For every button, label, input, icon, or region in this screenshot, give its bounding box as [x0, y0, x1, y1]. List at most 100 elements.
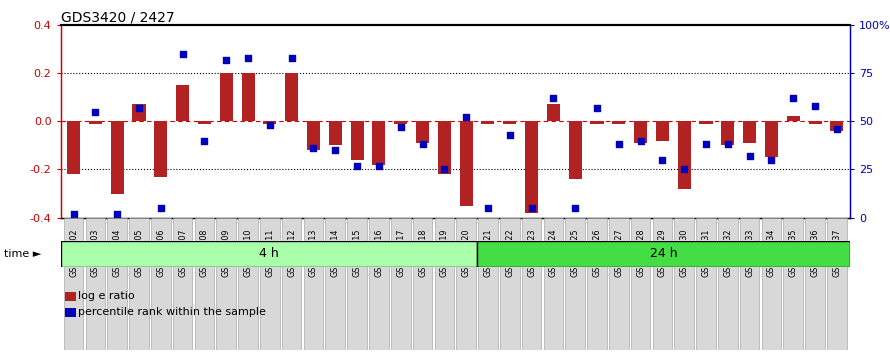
Point — [765, 157, 779, 162]
Point — [808, 103, 822, 109]
Text: percentile rank within the sample: percentile rank within the sample — [78, 307, 266, 317]
FancyBboxPatch shape — [609, 218, 628, 350]
Bar — [569, 121, 582, 179]
Point — [524, 205, 538, 211]
FancyBboxPatch shape — [457, 218, 476, 350]
Bar — [61, 241, 477, 267]
Point — [677, 167, 692, 172]
Text: log e ratio: log e ratio — [78, 291, 135, 301]
Bar — [700, 121, 713, 124]
Point — [546, 95, 561, 101]
Bar — [154, 121, 167, 177]
Point — [132, 105, 146, 110]
Bar — [263, 121, 277, 124]
Bar — [110, 121, 124, 194]
Point — [699, 142, 713, 147]
Point — [219, 57, 233, 62]
Text: GSM182430: GSM182430 — [680, 228, 689, 277]
Bar — [416, 121, 429, 143]
Point — [655, 157, 669, 162]
Bar — [89, 121, 102, 124]
Bar — [546, 104, 560, 121]
Text: GSM182425: GSM182425 — [570, 228, 579, 277]
FancyBboxPatch shape — [478, 218, 498, 350]
Bar — [328, 121, 342, 145]
Text: time ►: time ► — [4, 249, 42, 259]
Text: GSM182402: GSM182402 — [69, 228, 78, 277]
Text: GSM182405: GSM182405 — [134, 228, 143, 277]
Bar — [525, 121, 538, 213]
FancyBboxPatch shape — [827, 218, 846, 350]
Text: GSM182431: GSM182431 — [701, 228, 710, 277]
Bar — [503, 121, 516, 124]
FancyBboxPatch shape — [805, 218, 825, 350]
Bar — [634, 121, 647, 143]
FancyBboxPatch shape — [282, 218, 302, 350]
Text: GSM182410: GSM182410 — [244, 228, 253, 277]
Bar — [590, 121, 603, 124]
FancyBboxPatch shape — [391, 218, 410, 350]
Text: 4 h: 4 h — [259, 247, 279, 261]
Text: GSM182408: GSM182408 — [200, 228, 209, 277]
FancyBboxPatch shape — [239, 218, 258, 350]
Text: GSM182437: GSM182437 — [832, 228, 841, 277]
FancyBboxPatch shape — [85, 218, 105, 350]
Point — [634, 138, 648, 143]
Point — [437, 167, 451, 172]
FancyBboxPatch shape — [369, 218, 389, 350]
Text: GSM182403: GSM182403 — [91, 228, 100, 277]
Point — [481, 205, 495, 211]
Text: GSM182426: GSM182426 — [593, 228, 602, 277]
Text: GSM182411: GSM182411 — [265, 228, 274, 277]
Text: GSM182415: GSM182415 — [352, 228, 361, 277]
Bar — [351, 121, 364, 160]
Point — [88, 109, 102, 114]
Bar — [459, 121, 473, 206]
Text: GSM182422: GSM182422 — [506, 228, 514, 277]
Text: GSM182424: GSM182424 — [549, 228, 558, 277]
Text: GSM182409: GSM182409 — [222, 228, 231, 277]
FancyBboxPatch shape — [303, 218, 323, 350]
FancyBboxPatch shape — [783, 218, 803, 350]
Point — [721, 142, 735, 147]
Text: GSM182434: GSM182434 — [767, 228, 776, 277]
Text: GSM182407: GSM182407 — [178, 228, 187, 277]
Text: GSM182432: GSM182432 — [724, 228, 732, 277]
FancyBboxPatch shape — [216, 218, 236, 350]
Point — [175, 51, 190, 57]
FancyBboxPatch shape — [587, 218, 607, 350]
FancyBboxPatch shape — [740, 218, 759, 350]
FancyBboxPatch shape — [64, 218, 84, 350]
FancyBboxPatch shape — [129, 218, 149, 350]
FancyBboxPatch shape — [413, 218, 433, 350]
FancyBboxPatch shape — [108, 218, 127, 350]
Bar — [721, 121, 734, 145]
Text: GSM182423: GSM182423 — [527, 228, 536, 277]
Text: GSM182420: GSM182420 — [462, 228, 471, 277]
Point — [350, 163, 364, 169]
Point — [154, 205, 168, 211]
Text: GSM182433: GSM182433 — [745, 228, 754, 277]
Bar — [787, 116, 800, 121]
Text: GSM182414: GSM182414 — [331, 228, 340, 277]
Bar — [438, 121, 451, 174]
Bar — [481, 121, 495, 124]
Point — [328, 147, 343, 153]
Bar — [176, 85, 190, 121]
Point — [590, 105, 604, 110]
FancyBboxPatch shape — [762, 218, 781, 350]
FancyBboxPatch shape — [631, 218, 651, 350]
FancyBboxPatch shape — [434, 218, 454, 350]
Bar — [285, 73, 298, 121]
Text: GSM182421: GSM182421 — [483, 228, 492, 277]
FancyBboxPatch shape — [696, 218, 716, 350]
Text: GSM182418: GSM182418 — [418, 228, 427, 277]
FancyBboxPatch shape — [326, 218, 345, 350]
Text: GSM182406: GSM182406 — [157, 228, 166, 277]
Text: GSM182427: GSM182427 — [614, 228, 623, 277]
Point — [241, 55, 255, 61]
Bar — [677, 121, 691, 189]
Text: GDS3420 / 2427: GDS3420 / 2427 — [61, 11, 174, 25]
Bar — [743, 121, 756, 143]
Text: GSM182428: GSM182428 — [636, 228, 645, 277]
